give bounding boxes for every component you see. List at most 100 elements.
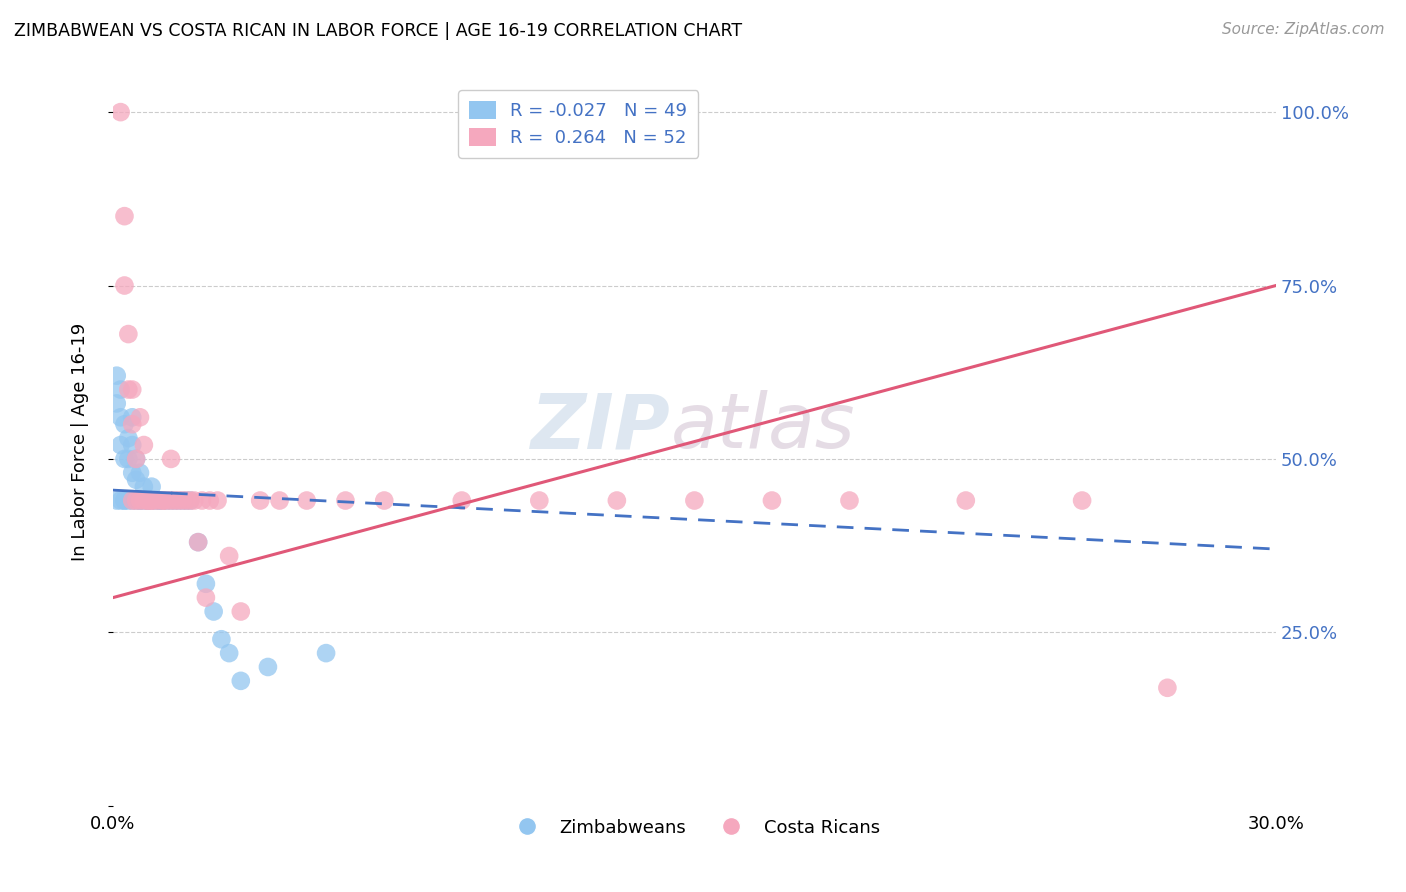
Point (183, 493, 205, 508)
Point (114, 278, 136, 293)
Point (110, 493, 132, 508)
Text: Source: ZipAtlas.com: Source: ZipAtlas.com (1222, 22, 1385, 37)
Point (132, 493, 155, 508)
Point (117, 451, 139, 466)
Point (129, 466, 152, 480)
Point (172, 493, 194, 508)
Point (163, 493, 186, 508)
Point (114, 209, 136, 223)
Point (105, 396, 128, 410)
Point (125, 493, 148, 508)
Point (156, 493, 179, 508)
Point (121, 493, 143, 508)
Point (152, 493, 174, 508)
Point (167, 493, 190, 508)
Point (141, 493, 163, 508)
Point (117, 431, 139, 445)
Text: ZIP: ZIP (531, 390, 671, 464)
Point (295, 493, 318, 508)
Point (110, 383, 132, 397)
Point (129, 493, 152, 508)
Point (160, 493, 183, 508)
Point (148, 493, 170, 508)
Point (257, 660, 280, 674)
Point (229, 673, 252, 688)
Point (125, 473, 148, 487)
Point (145, 493, 167, 508)
Point (114, 451, 136, 466)
Point (114, 417, 136, 432)
Point (187, 535, 209, 549)
Point (132, 480, 155, 494)
Point (114, 493, 136, 508)
Point (145, 493, 167, 508)
Text: ZIMBABWEAN VS COSTA RICAN IN LABOR FORCE | AGE 16-19 CORRELATION CHART: ZIMBABWEAN VS COSTA RICAN IN LABOR FORCE… (14, 22, 742, 40)
Point (132, 493, 155, 508)
Legend: Zimbabweans, Costa Ricans: Zimbabweans, Costa Ricans (502, 812, 887, 844)
Point (117, 493, 139, 508)
Point (121, 493, 143, 508)
Point (838, 493, 860, 508)
Point (176, 493, 198, 508)
Point (373, 493, 395, 508)
Point (198, 493, 221, 508)
Point (683, 493, 706, 508)
Point (148, 493, 170, 508)
Point (269, 493, 291, 508)
Point (125, 493, 148, 508)
Point (529, 493, 551, 508)
Point (148, 493, 170, 508)
Point (117, 327, 139, 342)
Point (761, 493, 783, 508)
Point (194, 591, 217, 605)
Point (121, 410, 143, 425)
Point (1071, 493, 1094, 508)
Point (141, 480, 163, 494)
Point (105, 493, 128, 508)
Point (114, 493, 136, 508)
Point (121, 383, 143, 397)
Point (176, 493, 198, 508)
Point (121, 438, 143, 452)
Point (218, 549, 240, 563)
Point (229, 605, 252, 619)
Point (1156, 681, 1178, 695)
Point (110, 105, 132, 120)
Point (141, 493, 163, 508)
Text: atlas: atlas (671, 390, 856, 464)
Point (202, 605, 225, 619)
Point (136, 493, 159, 508)
Point (179, 493, 201, 508)
Point (125, 451, 148, 466)
Point (335, 493, 357, 508)
Point (179, 493, 201, 508)
Point (160, 451, 183, 466)
Point (163, 493, 186, 508)
Point (315, 646, 337, 660)
Point (152, 493, 174, 508)
Point (121, 466, 143, 480)
Point (136, 493, 159, 508)
Point (160, 493, 183, 508)
Point (105, 368, 128, 383)
Point (152, 493, 174, 508)
Point (172, 493, 194, 508)
Point (167, 493, 190, 508)
Point (194, 576, 217, 591)
Point (606, 493, 628, 508)
Point (218, 646, 240, 660)
Point (136, 493, 159, 508)
Point (110, 410, 132, 425)
Point (187, 535, 209, 549)
Point (129, 493, 152, 508)
Point (129, 410, 152, 425)
Point (129, 493, 152, 508)
Point (132, 438, 155, 452)
Point (249, 493, 271, 508)
Point (121, 417, 143, 432)
Point (117, 383, 139, 397)
Point (110, 438, 132, 452)
Point (207, 493, 229, 508)
Point (136, 493, 159, 508)
Point (125, 451, 148, 466)
